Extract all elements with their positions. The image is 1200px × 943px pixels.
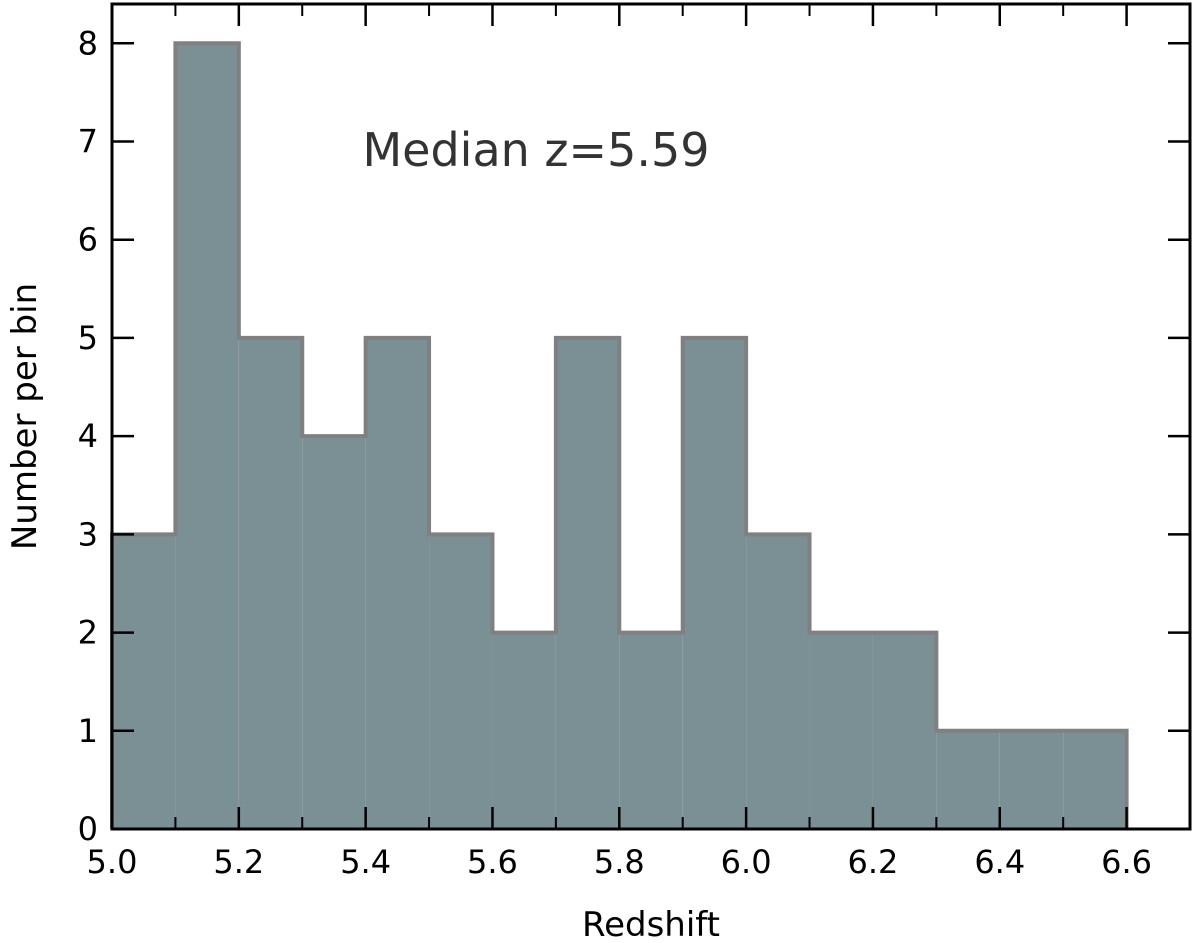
y-tick-label: 0 xyxy=(78,810,98,848)
x-tick-label: 6.2 xyxy=(847,843,898,881)
x-tick-label: 5.6 xyxy=(467,843,518,881)
histogram-bar xyxy=(619,632,683,829)
histogram-bar xyxy=(555,337,620,829)
x-tick-label: 5.0 xyxy=(87,843,138,881)
y-tick-label: 5 xyxy=(78,319,98,357)
x-tick-labels: 5.0 5.2 5.4 5.6 5.8 6.0 6.2 6.4 6.6 xyxy=(87,843,1152,881)
histogram-bar xyxy=(682,337,747,829)
y-tick-labels: 0 1 2 3 4 5 6 7 8 xyxy=(78,24,98,848)
y-tick-label: 3 xyxy=(78,515,98,553)
x-tick-label: 6.0 xyxy=(721,843,772,881)
y-tick-label: 8 xyxy=(78,24,98,62)
histogram-bar xyxy=(429,534,493,829)
y-tick-label: 2 xyxy=(78,614,98,652)
histogram-bar xyxy=(746,534,810,829)
y-axis-label: Number per bin xyxy=(5,283,45,550)
y-tick-label: 1 xyxy=(78,712,98,750)
histogram-bar xyxy=(936,730,1000,829)
histogram-outline xyxy=(110,41,1129,829)
histogram-bar xyxy=(365,337,430,829)
x-tick-label: 5.4 xyxy=(340,843,391,881)
plot-frame xyxy=(110,2,1192,831)
histogram-bar xyxy=(492,632,556,829)
histogram-bars xyxy=(110,41,1129,830)
y-tick-label: 7 xyxy=(78,123,98,161)
x-tick-label: 5.8 xyxy=(594,843,645,881)
histogram-bar xyxy=(112,534,176,829)
x-axis-label: Redshift xyxy=(582,905,720,943)
histogram-bar xyxy=(1063,730,1127,829)
histogram-bar xyxy=(809,632,873,829)
histogram-bar xyxy=(302,436,366,829)
histogram-bar xyxy=(872,632,937,829)
x-tick-label: 6.4 xyxy=(974,843,1025,881)
median-annotation: Median z=5.59 xyxy=(362,123,709,177)
histogram-bar xyxy=(175,43,239,830)
x-tick-label: 6.6 xyxy=(1101,843,1152,881)
x-tick-label: 5.2 xyxy=(213,843,264,881)
histogram-bar xyxy=(238,337,303,829)
histogram-bar xyxy=(999,730,1064,829)
y-tick-label: 4 xyxy=(78,417,98,455)
y-tick-label: 6 xyxy=(78,221,98,259)
